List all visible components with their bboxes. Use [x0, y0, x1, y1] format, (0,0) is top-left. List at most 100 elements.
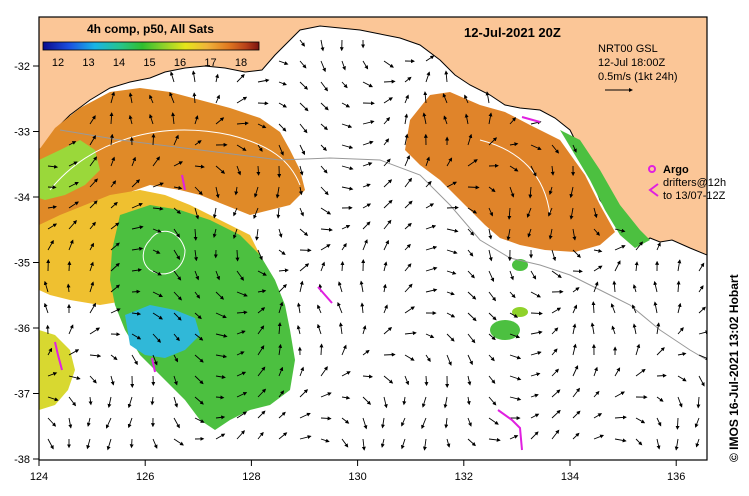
current-arrow — [341, 123, 353, 129]
current-arrow — [488, 396, 497, 406]
current-arrow — [404, 154, 410, 167]
current-arrow — [316, 323, 322, 335]
current-arrow — [173, 417, 180, 429]
current-arrow — [341, 344, 347, 356]
current-arrow — [527, 228, 532, 238]
x-tick-label: 132 — [455, 471, 473, 483]
current-arrow — [425, 333, 435, 338]
current-arrow — [89, 178, 98, 188]
current-arrow — [425, 245, 438, 251]
current-arrow — [572, 228, 577, 241]
current-legend-scale: 0.5m/s (1kt 24h) — [598, 71, 677, 83]
current-arrow — [488, 137, 498, 146]
current-arrow — [446, 270, 457, 275]
current-arrow — [675, 417, 680, 430]
current-arrow — [89, 375, 97, 384]
current-arrow — [526, 207, 532, 218]
current-arrow — [257, 289, 267, 294]
current-arrow — [131, 268, 142, 273]
current-arrow — [488, 186, 496, 193]
current-arrow — [530, 393, 539, 398]
current-arrow — [362, 81, 373, 88]
colorbar-ticks: 12 13 14 15 16 17 18 — [52, 57, 247, 69]
colorbar-tick-label: 18 — [235, 57, 247, 69]
current-arrow — [275, 186, 280, 199]
current-arrow — [110, 284, 120, 293]
current-arrow — [446, 333, 455, 342]
current-arrow — [614, 438, 627, 443]
current-arrow — [551, 389, 561, 398]
current-arrow — [110, 354, 118, 361]
current-arrow — [236, 330, 246, 335]
current-arrow — [257, 123, 267, 129]
current-arrow — [236, 121, 249, 126]
current-arrow — [467, 354, 473, 366]
current-arrow — [572, 287, 580, 293]
current-arrow — [424, 375, 429, 387]
current-arrow — [656, 438, 661, 450]
current-arrow — [235, 249, 240, 262]
current-arrow — [320, 186, 329, 196]
current-arrow — [653, 280, 658, 293]
current-arrow — [68, 201, 79, 209]
current-arrow — [550, 165, 555, 176]
current-arrow — [551, 307, 562, 314]
current-arrow — [257, 388, 267, 398]
current-arrow — [341, 417, 350, 424]
current-arrow — [444, 417, 449, 429]
drifter-track — [317, 286, 333, 304]
current-arrow — [467, 312, 477, 322]
current-arrow — [299, 280, 304, 293]
current-arrow — [383, 352, 396, 357]
current-arrow — [591, 301, 596, 314]
current-arrow — [383, 199, 393, 209]
current-arrow — [569, 186, 574, 199]
current-arrow — [359, 280, 364, 293]
current-arrow — [467, 270, 475, 279]
current-arrow — [614, 245, 626, 251]
current-arrow — [656, 347, 665, 356]
current-arrow — [695, 438, 700, 448]
current-arrow — [68, 239, 74, 251]
current-arrow — [278, 60, 289, 65]
current-arrow — [110, 375, 115, 386]
current-arrow — [150, 396, 155, 406]
current-arrow — [236, 411, 248, 419]
current-arrow — [215, 117, 225, 125]
current-arrow — [404, 375, 410, 386]
current-arrow — [614, 228, 626, 233]
current-arrow — [215, 186, 220, 199]
current-arrow — [488, 437, 501, 442]
current-arrow — [446, 249, 458, 255]
current-arrow — [400, 438, 406, 450]
current-arrow — [193, 228, 198, 241]
current-arrow — [299, 389, 309, 398]
current-arrow — [152, 156, 160, 167]
current-arrow — [278, 268, 289, 273]
current-arrow — [152, 270, 162, 276]
current-arrow — [236, 392, 248, 398]
current-arrow — [341, 102, 351, 108]
current-arrow — [320, 392, 332, 398]
current-arrow — [656, 373, 667, 378]
current-arrow — [404, 133, 409, 146]
current-arrow — [653, 301, 658, 314]
current-arrow — [194, 417, 205, 423]
current-arrow — [635, 438, 643, 446]
current-arrow — [443, 396, 448, 409]
current-arrow — [299, 81, 309, 90]
current-arrow — [488, 228, 493, 240]
current-arrow — [698, 306, 706, 314]
current-arrow — [257, 78, 270, 83]
current-arrow — [593, 207, 598, 219]
current-arrow — [488, 333, 496, 341]
current-arrow — [320, 416, 332, 421]
current-arrow — [446, 181, 457, 188]
credit-text: © IMOS 16-Jul-2021 13:02 Hobart — [727, 274, 741, 462]
current-arrow — [383, 158, 391, 167]
current-arrow — [530, 330, 543, 335]
current-arrow — [131, 289, 141, 294]
current-arrow — [551, 249, 557, 262]
current-arrow — [593, 413, 603, 419]
drifter-track — [151, 357, 156, 373]
